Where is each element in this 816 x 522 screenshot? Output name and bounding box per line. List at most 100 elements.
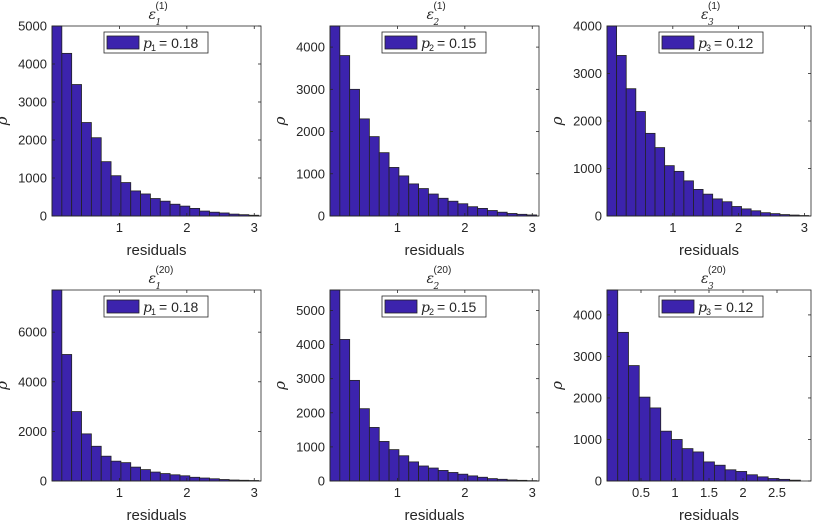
histogram-bar (457, 473, 469, 482)
y-tick-label: 0 (318, 474, 325, 489)
axes-frame (329, 25, 540, 217)
x-tick-label: 1 (394, 220, 401, 235)
x-tick-label: 1 (116, 220, 123, 235)
panel-title: ε (149, 271, 157, 287)
histogram-bar (110, 175, 122, 217)
x-tick-label: 2 (739, 485, 746, 500)
histogram-bar (150, 198, 161, 217)
x-tick-label: 3 (251, 220, 258, 235)
y-tick-label: 4000 (573, 19, 602, 34)
legend-swatch (106, 299, 140, 314)
histogram-bar (467, 475, 479, 482)
histogram-bar (408, 461, 419, 482)
legend-swatch (384, 35, 418, 50)
panel-title: ε (701, 7, 709, 23)
panel-title: ε (149, 7, 157, 23)
x-tick-label: 3 (529, 220, 536, 235)
legend-value: = 0.12 (714, 299, 754, 315)
x-tick-label: 2.5 (768, 485, 786, 500)
legend-subscript: 2 (429, 43, 434, 53)
histogram-bar (189, 476, 201, 482)
x-tick-label: 1 (394, 485, 401, 500)
x-axis-label: residuals (126, 507, 186, 522)
histogram-bar (130, 466, 141, 482)
panel-title-subscript: 2 (433, 282, 440, 292)
panel-title-superscript: (1) (708, 1, 720, 12)
y-tick-label: 5000 (18, 19, 47, 34)
histogram-bar (150, 471, 161, 482)
histogram-bar (735, 471, 748, 482)
histogram-bar (712, 198, 723, 217)
histogram-bar (140, 193, 151, 217)
x-tick-label: 2 (183, 485, 190, 500)
legend-variable: p (698, 300, 707, 316)
histogram-bar (702, 193, 714, 217)
y-tick-label: 0 (595, 209, 602, 224)
histogram-bar (673, 170, 685, 217)
histogram-bar (71, 84, 82, 217)
legend: p 3 = 0.12 (658, 31, 764, 54)
y-tick-label: 1000 (296, 439, 325, 454)
histogram-bar (721, 201, 733, 217)
legend-swatch (661, 299, 695, 314)
legend-value: = 0.18 (159, 299, 199, 315)
histogram-bar (349, 379, 360, 482)
x-axis-label: residuals (126, 242, 186, 259)
histogram-bar (741, 208, 752, 217)
y-axis-label: ρ (271, 381, 289, 391)
histogram-bar (159, 200, 171, 217)
histogram-bar (140, 469, 151, 482)
histogram-bar (189, 207, 201, 217)
y-tick-label: 2000 (573, 114, 602, 129)
y-tick-label: 2000 (18, 424, 47, 439)
legend-swatch (106, 35, 140, 50)
legend-variable: p (421, 36, 430, 52)
panel-title-superscript: (20) (708, 265, 726, 276)
histogram-bar (724, 469, 737, 482)
histogram-bar (100, 161, 112, 217)
histogram-bar (654, 147, 666, 217)
histogram-bar (179, 475, 191, 482)
y-tick-label: 3000 (296, 82, 325, 97)
panel-title-subscript: 3 (708, 282, 714, 292)
histogram-bar (349, 88, 360, 217)
legend-subscript: 3 (706, 43, 711, 53)
histogram-bar (378, 441, 390, 482)
histogram-bar (418, 188, 429, 217)
y-tick-label: 5000 (296, 303, 325, 318)
histogram-bar (616, 55, 627, 217)
histogram-bar (130, 190, 141, 217)
histogram-bar (81, 433, 92, 482)
axes-frame (329, 289, 540, 482)
y-tick-label: 1000 (18, 171, 47, 186)
x-axis-label: residuals (404, 507, 464, 522)
histogram-bar (457, 203, 469, 217)
histogram-bar (100, 455, 112, 482)
y-tick-label: 2000 (296, 124, 325, 139)
legend-subscript: 1 (151, 43, 156, 53)
legend-swatch (384, 299, 418, 314)
histogram-panel-4: 0200040006000123residualsρε1(20)p1= 0.18 (0, 265, 262, 522)
panel-title-subscript: 1 (156, 18, 162, 28)
histogram-bar (625, 88, 637, 217)
legend-value: = 0.15 (437, 35, 477, 51)
y-axis-label: ρ (548, 381, 566, 391)
panel-title-superscript: (20) (156, 265, 174, 276)
histogram-bar (477, 476, 488, 482)
x-tick-label: 1 (116, 485, 123, 500)
panel-title: ε (427, 271, 435, 287)
histogram-bar (428, 193, 439, 217)
histogram-bar (664, 165, 675, 217)
histogram-bar (398, 455, 410, 482)
histogram-bar (51, 289, 63, 482)
histogram-bar (638, 396, 651, 482)
histogram-bar (388, 167, 400, 217)
histogram-bar (209, 211, 220, 217)
legend-swatch (661, 35, 695, 50)
y-axis-label: ρ (0, 381, 11, 391)
panel-title-superscript: (1) (156, 1, 168, 12)
histogram-bar (681, 448, 694, 482)
